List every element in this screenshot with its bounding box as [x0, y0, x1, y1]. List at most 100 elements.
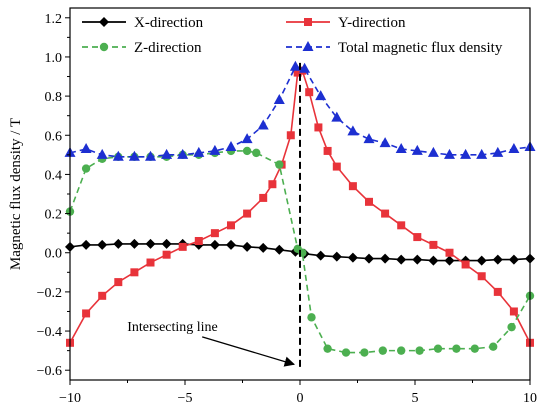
data-point-square: [332, 162, 341, 171]
data-point-triangle: [145, 150, 156, 161]
data-point-triangle: [460, 148, 472, 159]
data-point-triangle: [476, 148, 488, 159]
data-point-diamond: [161, 238, 172, 249]
data-point-triangle: [331, 111, 343, 122]
data-point-triangle: [427, 146, 439, 157]
x-tick-label: 0: [297, 391, 304, 406]
data-point-diamond: [242, 241, 253, 252]
data-point-triangle: [128, 150, 140, 161]
data-point-square: [286, 131, 295, 140]
data-point-triangle: [193, 146, 205, 157]
x-tick-label: 5: [412, 391, 419, 406]
data-point-circle: [397, 346, 406, 355]
data-point-triangle: [508, 142, 520, 153]
y-tick-label: −0.6: [37, 364, 62, 379]
data-point-diamond: [145, 238, 156, 249]
data-point-circle: [275, 160, 284, 169]
data-point-square: [130, 268, 139, 277]
y-tick-label: 1.2: [45, 12, 63, 27]
data-point-triangle: [273, 94, 285, 105]
data-point-triangle: [112, 150, 124, 161]
data-point-triangle: [161, 148, 173, 159]
data-point-square: [413, 233, 422, 242]
data-point-diamond: [258, 242, 269, 253]
data-point-triangle: [363, 133, 375, 144]
legend-label: Y-direction: [338, 15, 406, 31]
data-point-square: [178, 242, 187, 251]
y-tick-label: −0.2: [37, 286, 62, 301]
data-point-circle: [252, 148, 261, 158]
data-point-triangle: [257, 119, 269, 130]
data-point-diamond: [444, 255, 455, 266]
data-point-triangle: [379, 137, 391, 148]
data-point-diamond: [476, 255, 487, 266]
data-point-diamond: [492, 254, 503, 265]
y-tick-label: 0.6: [45, 129, 63, 144]
data-point-triangle: [302, 41, 314, 51]
data-point-square: [82, 309, 91, 318]
data-point-triangle: [177, 148, 189, 159]
data-point-diamond: [364, 253, 374, 264]
data-point-diamond: [129, 238, 140, 249]
y-tick-label: −0.4: [37, 325, 62, 340]
data-point-circle: [452, 344, 461, 353]
data-point-diamond: [331, 251, 342, 262]
data-point-diamond: [81, 239, 92, 250]
data-point-diamond: [347, 252, 358, 263]
data-point-circle: [341, 348, 351, 357]
y-tick-label: 0.4: [45, 168, 63, 183]
data-point-square: [146, 258, 155, 267]
data-point-circle: [99, 42, 109, 52]
data-point-square: [381, 209, 390, 218]
data-point-square: [461, 260, 470, 269]
data-point-square: [314, 123, 323, 132]
data-point-square: [210, 229, 219, 238]
data-point-square: [243, 209, 252, 218]
data-point-triangle: [241, 133, 253, 144]
x-tick-label: 10: [523, 391, 537, 406]
data-point-square: [477, 272, 486, 281]
data-point-triangle: [225, 141, 237, 152]
data-point-triangle: [411, 144, 423, 155]
legend-label: Total magnetic flux density: [338, 40, 503, 56]
data-point-square: [365, 197, 373, 206]
data-point-square: [445, 248, 454, 257]
data-point-square: [227, 221, 235, 230]
data-point-triangle: [347, 125, 359, 136]
data-point-circle: [323, 344, 332, 353]
series-layer: [64, 60, 536, 357]
data-point-square: [268, 180, 277, 189]
data-point-circle: [507, 322, 516, 332]
data-point-circle: [378, 346, 387, 355]
data-point-diamond: [274, 244, 285, 255]
data-point-square: [304, 18, 312, 26]
data-point-circle: [307, 313, 316, 322]
data-point-square: [509, 307, 518, 316]
data-point-square: [323, 146, 332, 155]
data-point-triangle: [80, 142, 92, 153]
legend-item: Z-direction: [82, 40, 202, 56]
data-point-square: [114, 278, 123, 287]
data-point-square: [194, 236, 203, 245]
data-point-triangle: [209, 144, 221, 155]
annotation-text: Intersecting line: [127, 320, 218, 335]
data-point-square: [98, 291, 107, 300]
data-point-circle: [242, 146, 252, 156]
data-point-square: [293, 68, 302, 77]
data-point-diamond: [113, 238, 124, 249]
data-point-circle: [470, 344, 479, 353]
data-point-diamond: [428, 255, 439, 266]
data-point-circle: [360, 348, 369, 357]
data-point-triangle: [492, 146, 504, 157]
y-tick-label: 0.0: [45, 247, 63, 262]
series-total-magnetic-flux-density: [64, 60, 536, 161]
data-point-square: [348, 182, 357, 191]
data-point-triangle: [315, 90, 327, 101]
data-point-diamond: [99, 17, 109, 27]
legend-item: Total magnetic flux density: [286, 40, 503, 56]
data-point-circle: [433, 344, 443, 353]
data-point-diamond: [508, 254, 519, 265]
axes-layer: −10 −5 0 5 10 −0.6 −0.4 −0.2 0.0 0.2 0.4 0.6 0.8 1.0 1…: [37, 12, 537, 406]
legend-label: Z-direction: [134, 40, 202, 56]
